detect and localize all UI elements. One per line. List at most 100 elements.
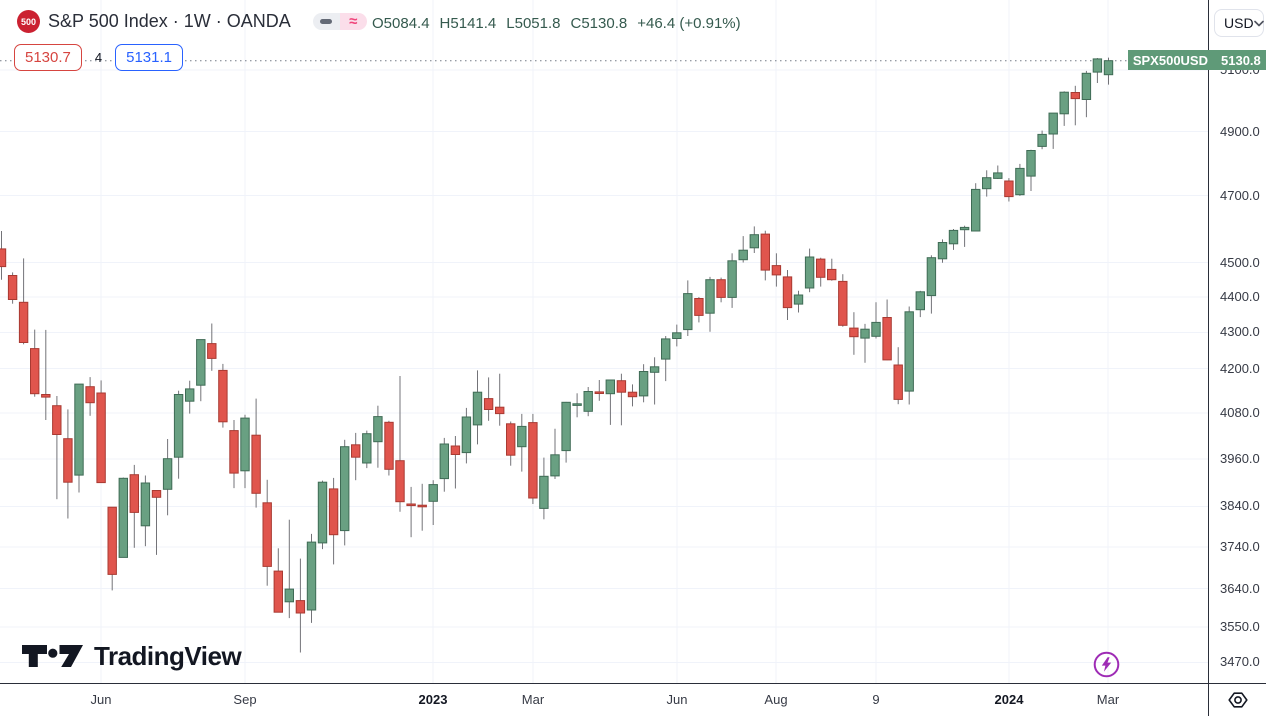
candle-up [583,391,593,412]
candle-down [63,438,73,483]
candle-down [30,348,40,395]
candle-up [649,366,660,373]
approx-segment: ≈ [339,13,367,30]
candle-up [705,279,715,314]
candle-up [683,293,693,331]
ohlc-open: O5084.4 [372,15,430,32]
candle-down [351,444,361,458]
time-axis-label: Mar [1096,692,1120,707]
price-axis-label: 4500.0 [1220,255,1260,270]
candle-up [672,332,682,339]
candle-up [1081,72,1092,101]
candle-up [185,388,195,402]
tradingview-logo[interactable]: TradingView [22,641,242,672]
ask-button[interactable]: 5131.1 [115,44,184,71]
candle-up [140,482,151,527]
candle-up [926,257,937,297]
candle-up [561,401,571,452]
price-axis[interactable]: 5100.04900.04700.04500.04400.04300.04200… [1209,0,1266,683]
time-axis-label: Jun [666,692,688,707]
candle-up [362,433,372,464]
time-axis-border [0,683,1266,684]
candle-down [771,265,782,276]
candle-up [196,339,206,386]
candle-up [539,475,549,509]
candle-down [827,268,837,281]
time-axis-label: Jun [90,692,112,707]
candle-down [262,502,272,567]
flash-button[interactable] [1093,651,1120,678]
candle-down [450,445,461,455]
time-axis-label: 2023 [418,692,448,707]
candle-up [1037,133,1047,147]
candle-up [1103,60,1114,76]
bid-button[interactable]: 5130.7 [14,44,82,71]
time-axis-label: 2024 [994,692,1024,707]
candle-up [340,446,350,532]
currency-dropdown[interactable]: USD [1214,9,1264,37]
candle-down [96,392,106,484]
candle-up [1092,58,1103,73]
candle-down [483,398,494,411]
candle-up [1015,167,1025,196]
candle-down [506,423,516,456]
ohlc-high: H5141.4 [439,15,497,32]
candle-down [1070,92,1080,100]
candle-up [948,229,959,245]
candle-down [594,391,604,394]
price-axis-label: 4400.0 [1220,289,1260,304]
time-axis[interactable]: Jun Sep 2023 Mar Jun Aug 9 2024 Mar [0,684,1208,716]
candle-up [727,260,737,298]
candle-up [550,454,560,477]
candle-down [384,421,394,470]
candle-up [472,391,483,426]
flash-icon [1093,651,1120,678]
axis-corner-cell[interactable] [1209,684,1266,716]
price-axis-label: 3960.0 [1220,451,1260,466]
candle-up [439,443,450,480]
candle-up [461,416,472,454]
price-axis-label: 4700.0 [1220,188,1260,203]
candle-down [107,506,117,575]
tradingview-logo-icon [22,644,86,669]
candle-up [661,338,671,360]
candle-down [882,317,892,361]
time-axis-label: Sep [233,692,257,707]
candle-up [284,588,295,603]
candle-down [760,233,770,271]
candlestick-chart[interactable] [0,0,1208,683]
candle-up [306,541,317,611]
candle-up [749,234,759,249]
candle-down [395,460,405,503]
hexagon-eye-icon [1226,690,1250,710]
candle-down [251,434,261,494]
ohlc-legend: O5084.4 H5141.4 L5051.8 C5130.8 +46.4 (+… [372,15,741,32]
ohlc-close: C5130.8 [570,15,628,32]
candle-down [495,406,505,415]
price-label-symbol: SPX500USD [1132,52,1208,68]
candle-up [517,425,527,448]
time-axis-label: Mar [521,692,545,707]
candle-down [627,391,638,398]
chevron-down-icon [1253,20,1264,27]
data-mode-toggle[interactable]: ≈ [312,13,367,30]
candle-down [1004,180,1014,198]
price-label-value: 5130.8 [1221,52,1261,68]
candle-up [937,242,948,260]
candle-down [838,280,848,326]
candle-up [317,481,328,544]
candle-up [173,394,184,458]
price-axis-label: 3470.0 [1220,654,1260,669]
candle-up [904,311,914,392]
currency-value: USD [1224,15,1254,31]
tradingview-wordmark: TradingView [94,641,242,671]
ohlc-low: L5051.8 [506,15,561,32]
candle-down [406,503,416,507]
candle-up [74,383,84,476]
candle-down [129,474,140,513]
candle-down [616,380,627,393]
candle-down [273,570,284,613]
candle-down [893,364,903,400]
chart-pane[interactable] [0,0,1208,683]
symbol-title-row[interactable]: 500 S&P 500 Index · 1W · OANDA ≈ [17,10,367,33]
